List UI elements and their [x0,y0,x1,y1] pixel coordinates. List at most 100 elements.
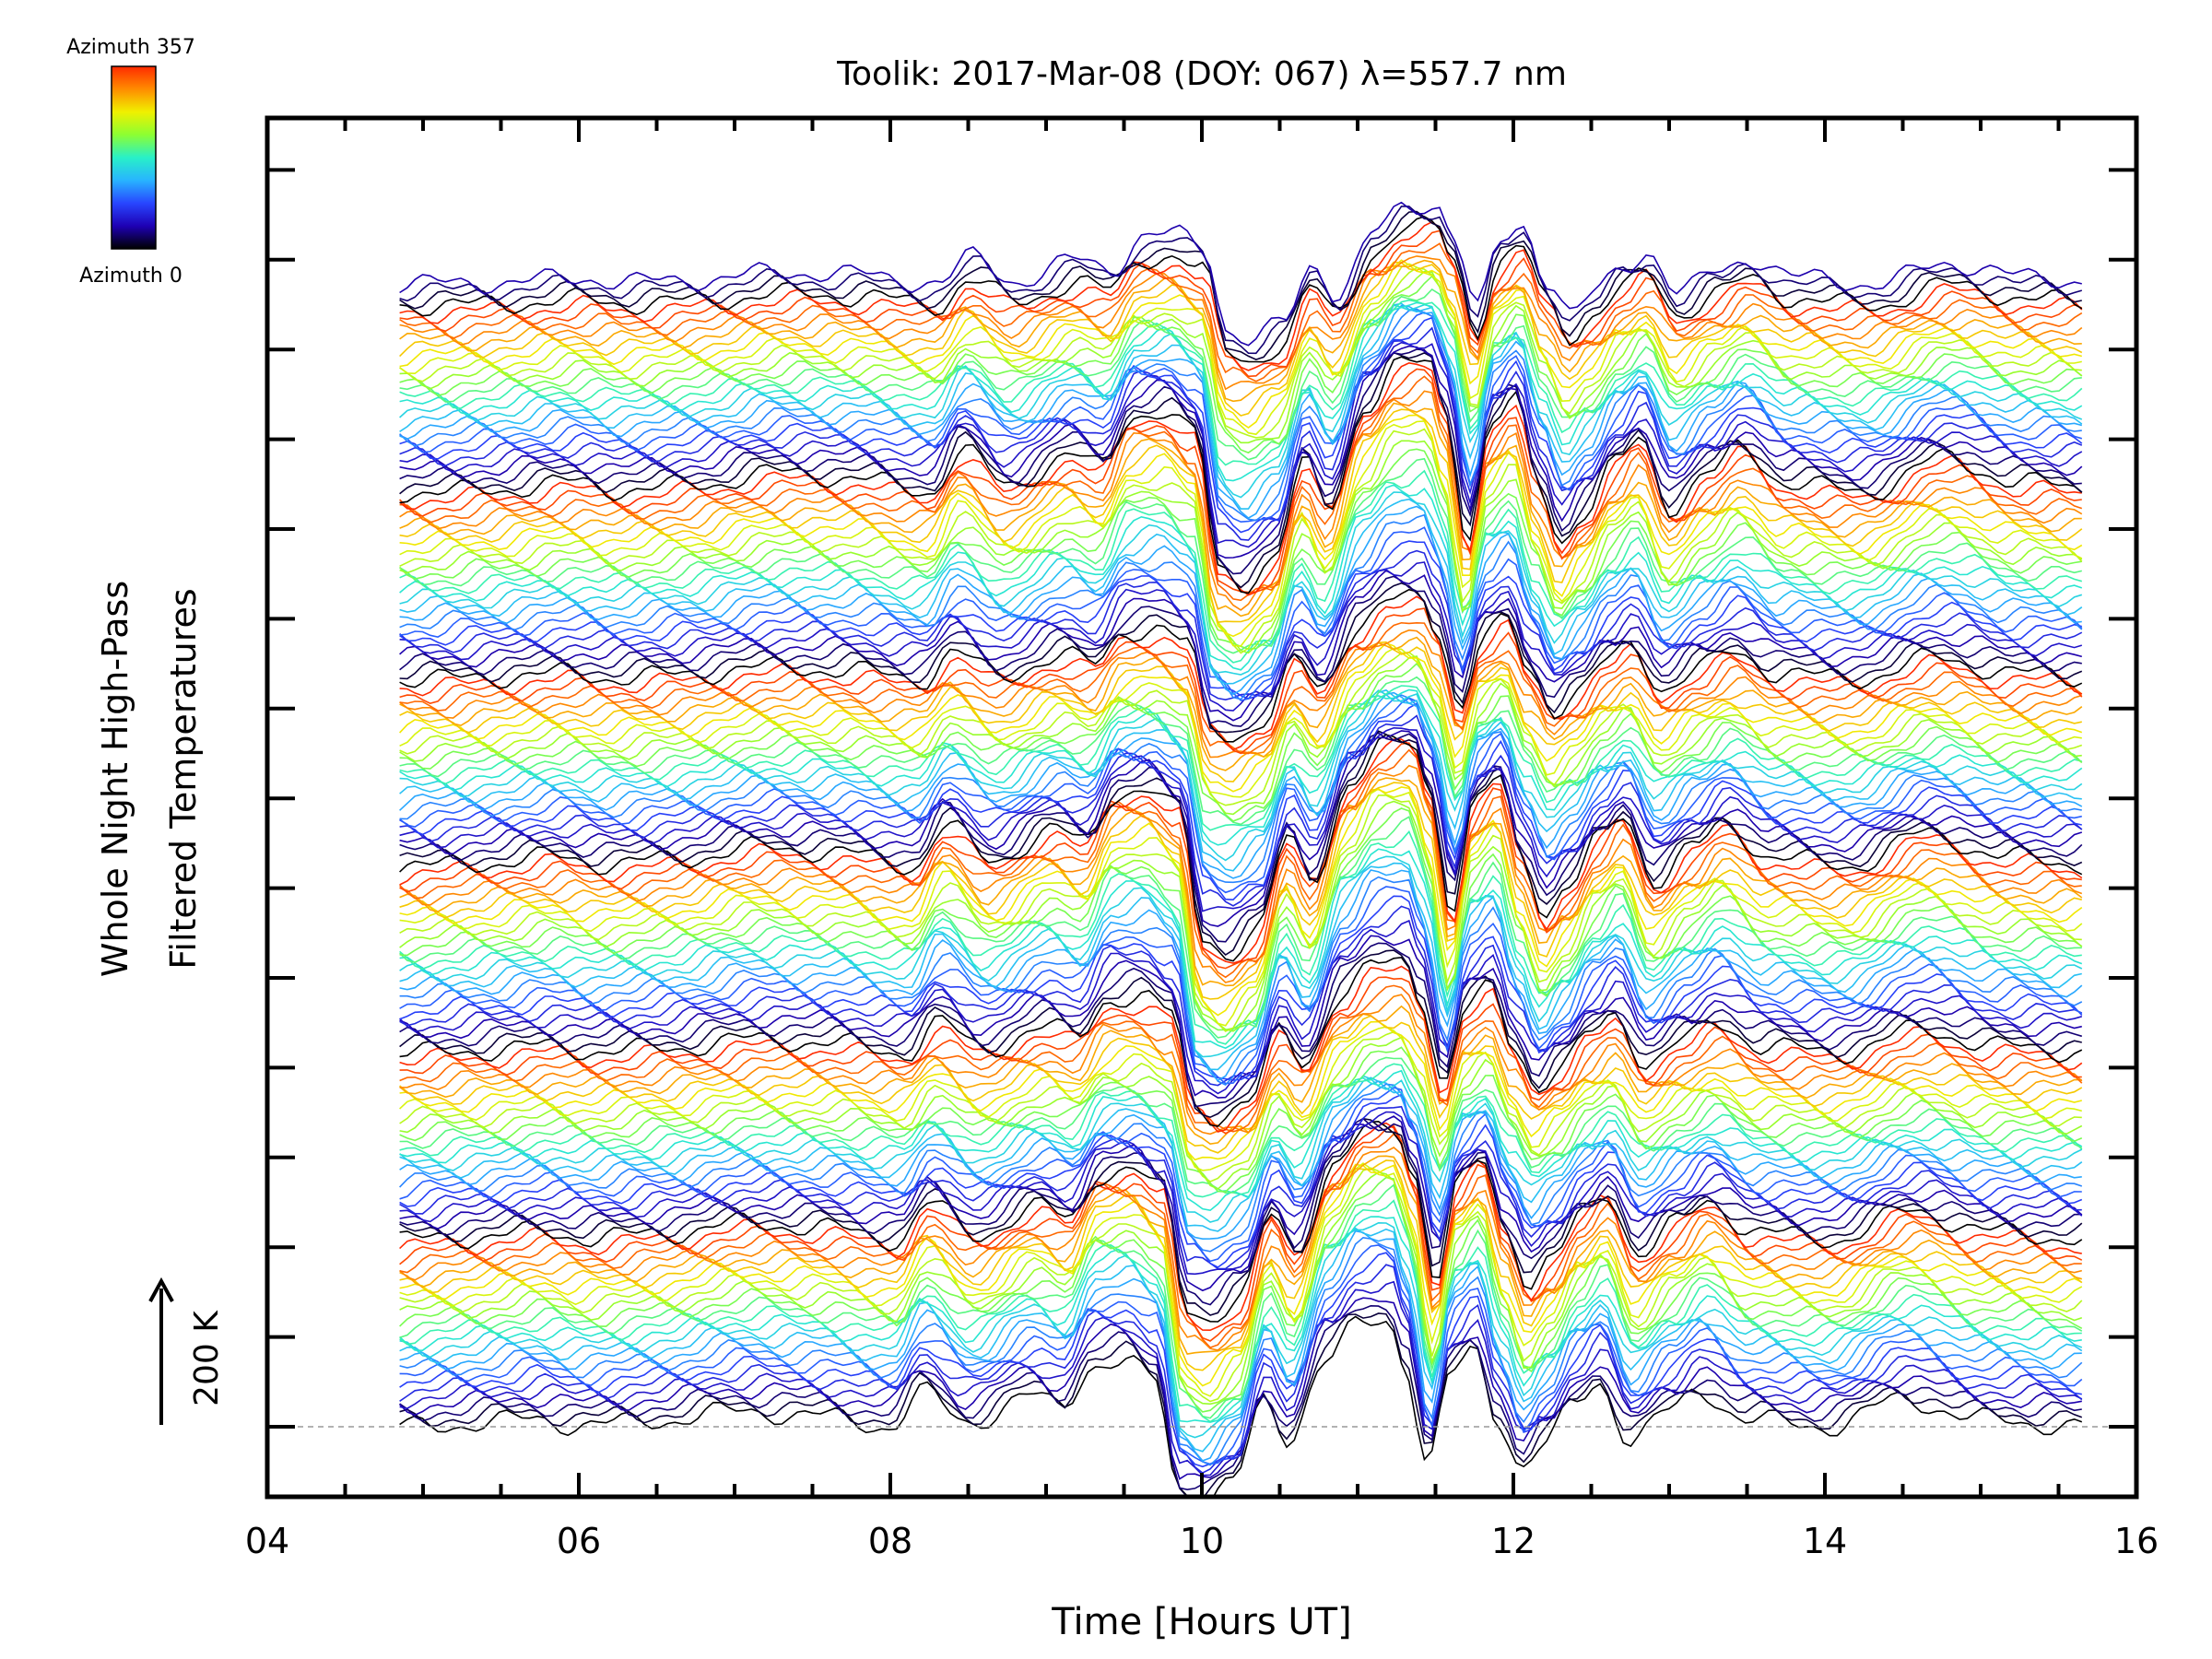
series-line [399,1155,2083,1355]
series-line [399,526,2083,701]
series-line [399,299,2083,466]
series-line [399,575,2082,727]
colorbar-top-label: Azimuth 357 [66,36,195,59]
series-line [399,965,2083,1133]
series-line [399,259,2083,429]
series-line [399,440,2083,654]
series-line [399,830,2082,1045]
series-line [399,1117,2082,1306]
series-line [399,855,2083,1058]
series-line [399,730,2083,927]
series-line [399,862,2082,1071]
series-line [399,777,2083,987]
series-line [399,905,2083,1087]
series-line [399,1063,2083,1198]
series-line [399,263,2082,436]
series-line [399,794,2082,1032]
y-axis-label-line2: Filtered Temperatures [163,588,204,969]
series-line [399,748,2082,979]
series-line [399,275,2083,454]
series-line [399,1162,2083,1397]
series-line [399,764,2083,983]
series-line [399,786,2083,1017]
series-line [399,662,2083,822]
series-line [399,390,2083,611]
x-tick-label: 16 [2114,1521,2159,1561]
series-line [399,1227,2083,1453]
series-line [399,259,2082,403]
series-line [399,595,2083,751]
x-tick-label: 06 [557,1521,601,1561]
series-line [399,375,2083,602]
series-line [399,732,2083,943]
series-line [399,505,2082,696]
series-line [399,513,2083,700]
series-line [399,816,2082,1039]
series-line [399,351,2083,589]
series-line [399,1252,2082,1468]
series-line [399,636,2083,771]
series-line [399,201,2082,347]
series-line [399,498,2083,685]
series-line [399,655,2082,816]
series-line [399,607,2083,755]
series-line [399,714,2083,907]
series-line [399,691,2083,879]
series-line [399,1122,2082,1332]
series-line [399,1221,2083,1439]
series-line [399,549,2083,701]
series-line [399,469,2083,664]
series-line [399,1133,2082,1349]
series-line [399,206,2083,355]
series-line [399,312,2083,524]
series-line [399,942,2083,1108]
series-line [399,1105,2082,1270]
series-line [399,919,2083,1095]
series-line [399,484,2083,671]
series-line [399,242,2083,382]
axis-ticks [265,118,2138,1497]
series-line [399,408,2083,623]
x-tick-label: 08 [868,1521,912,1561]
series-line [399,341,2083,548]
series-line [399,308,2082,522]
series-line [399,641,2083,793]
series-line [399,326,2083,541]
series-line [399,976,2082,1135]
series-line [399,1159,2083,1371]
series-line [399,588,2083,743]
series-line [399,303,2083,499]
series-line [399,540,2082,700]
series-line [399,1111,2083,1276]
series-line [399,869,2083,1082]
x-tick-label: 14 [1803,1521,1847,1561]
series-line [399,1312,2083,1497]
series-line [399,688,2082,872]
series-line [399,316,2083,534]
colorbar-legend: Azimuth 357 Azimuth 0 [66,36,195,288]
x-tick-labels: 04 06 08 10 12 14 16 [245,1521,2159,1561]
series-line [399,270,2083,444]
x-axis-label: Time [Hours UT] [1051,1601,1351,1643]
x-tick-label: 04 [245,1521,289,1561]
scale-arrow [148,1277,174,1425]
series-line [399,1120,2083,1323]
series-line [399,210,2082,360]
series-line [399,676,2083,826]
series-line [399,414,2083,638]
series-line [399,629,2083,759]
series-line [399,216,2083,363]
x-tick-label: 12 [1491,1521,1535,1561]
series-line [399,935,2082,1099]
y-axis-label-line1: Whole Night High-Pass [95,581,135,977]
series-line [399,229,2083,378]
series-line [399,348,2082,575]
series-line [399,420,2083,647]
series-line [399,651,2083,806]
series-line [399,561,2083,712]
series-line [399,1083,2083,1253]
series-line [399,956,2083,1127]
series-line [399,582,2083,734]
series-line [399,734,2083,962]
series-line [399,1005,2082,1146]
